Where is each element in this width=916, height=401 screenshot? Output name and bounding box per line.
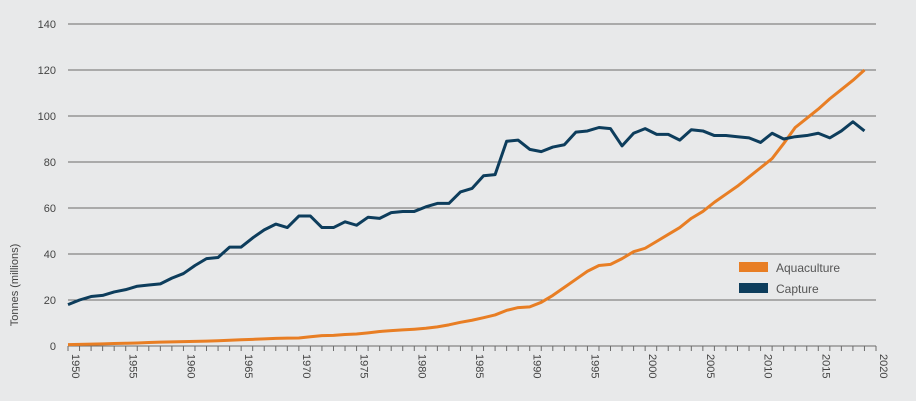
- x-tick-label: 1980: [415, 354, 427, 378]
- legend-swatch-aquaculture: [739, 262, 768, 272]
- y-tick-label: 0: [50, 341, 56, 353]
- y-tick-label: 120: [38, 65, 56, 77]
- x-tick-label: 2000: [646, 354, 658, 378]
- x-tick-label: 1960: [184, 354, 196, 378]
- x-tick-label: 1985: [473, 354, 485, 378]
- x-tick-label: 1975: [358, 354, 370, 378]
- legend-swatch-capture: [739, 283, 768, 293]
- y-tick-label: 80: [44, 157, 56, 169]
- x-tick-label: 1990: [531, 354, 543, 378]
- y-axis-label: Tonnes (millions): [9, 244, 21, 327]
- x-tick-label: 1950: [69, 354, 81, 378]
- series-line-capture: [67, 120, 866, 306]
- legend-label-aquaculture: Aquaculture: [776, 261, 840, 275]
- x-tick-label: 1995: [588, 354, 600, 378]
- series-line-aquaculture: [67, 68, 866, 347]
- y-tick-label: 60: [44, 203, 56, 215]
- y-tick-label: 40: [44, 249, 56, 261]
- legend-label-capture: Capture: [776, 282, 819, 296]
- y-tick-label: 140: [38, 19, 56, 31]
- x-tick-label: 1955: [127, 354, 139, 378]
- x-tick-label: 1965: [242, 354, 254, 378]
- x-tick-label: 2005: [704, 354, 716, 378]
- y-tick-label: 20: [44, 295, 56, 307]
- x-tick-label: 2010: [762, 354, 774, 378]
- x-tick-label: 2015: [819, 354, 831, 378]
- y-tick-label: 100: [38, 111, 56, 123]
- x-tick-label: 2020: [877, 354, 889, 378]
- x-tick-label: 1970: [300, 354, 312, 378]
